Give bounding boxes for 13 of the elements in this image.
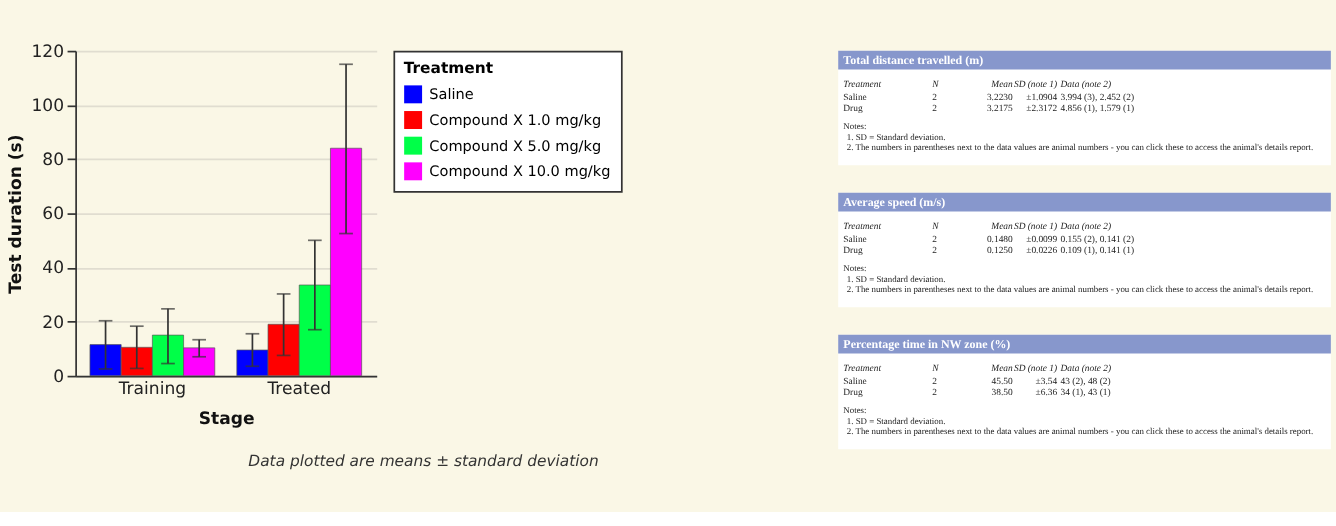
y-axis-title: Test duration (s) <box>7 134 28 294</box>
x-axis-title: Stage <box>198 410 255 431</box>
y-tick-label: 40 <box>42 259 65 280</box>
y-tick-label: 20 <box>42 313 65 334</box>
x-tick-label: Training <box>116 379 187 400</box>
y-tick-label: 100 <box>31 96 65 117</box>
y-tick-label: 120 <box>31 42 65 63</box>
y-tick-label: 0 <box>53 367 65 388</box>
text: Data plotted are means ± standard deviation <box>248 452 599 471</box>
y-tick-label: 80 <box>42 151 65 172</box>
y-tick-label: 60 <box>42 205 65 226</box>
x-tick-label: Treated <box>265 379 332 400</box>
legend-title: Treatment <box>403 58 494 77</box>
